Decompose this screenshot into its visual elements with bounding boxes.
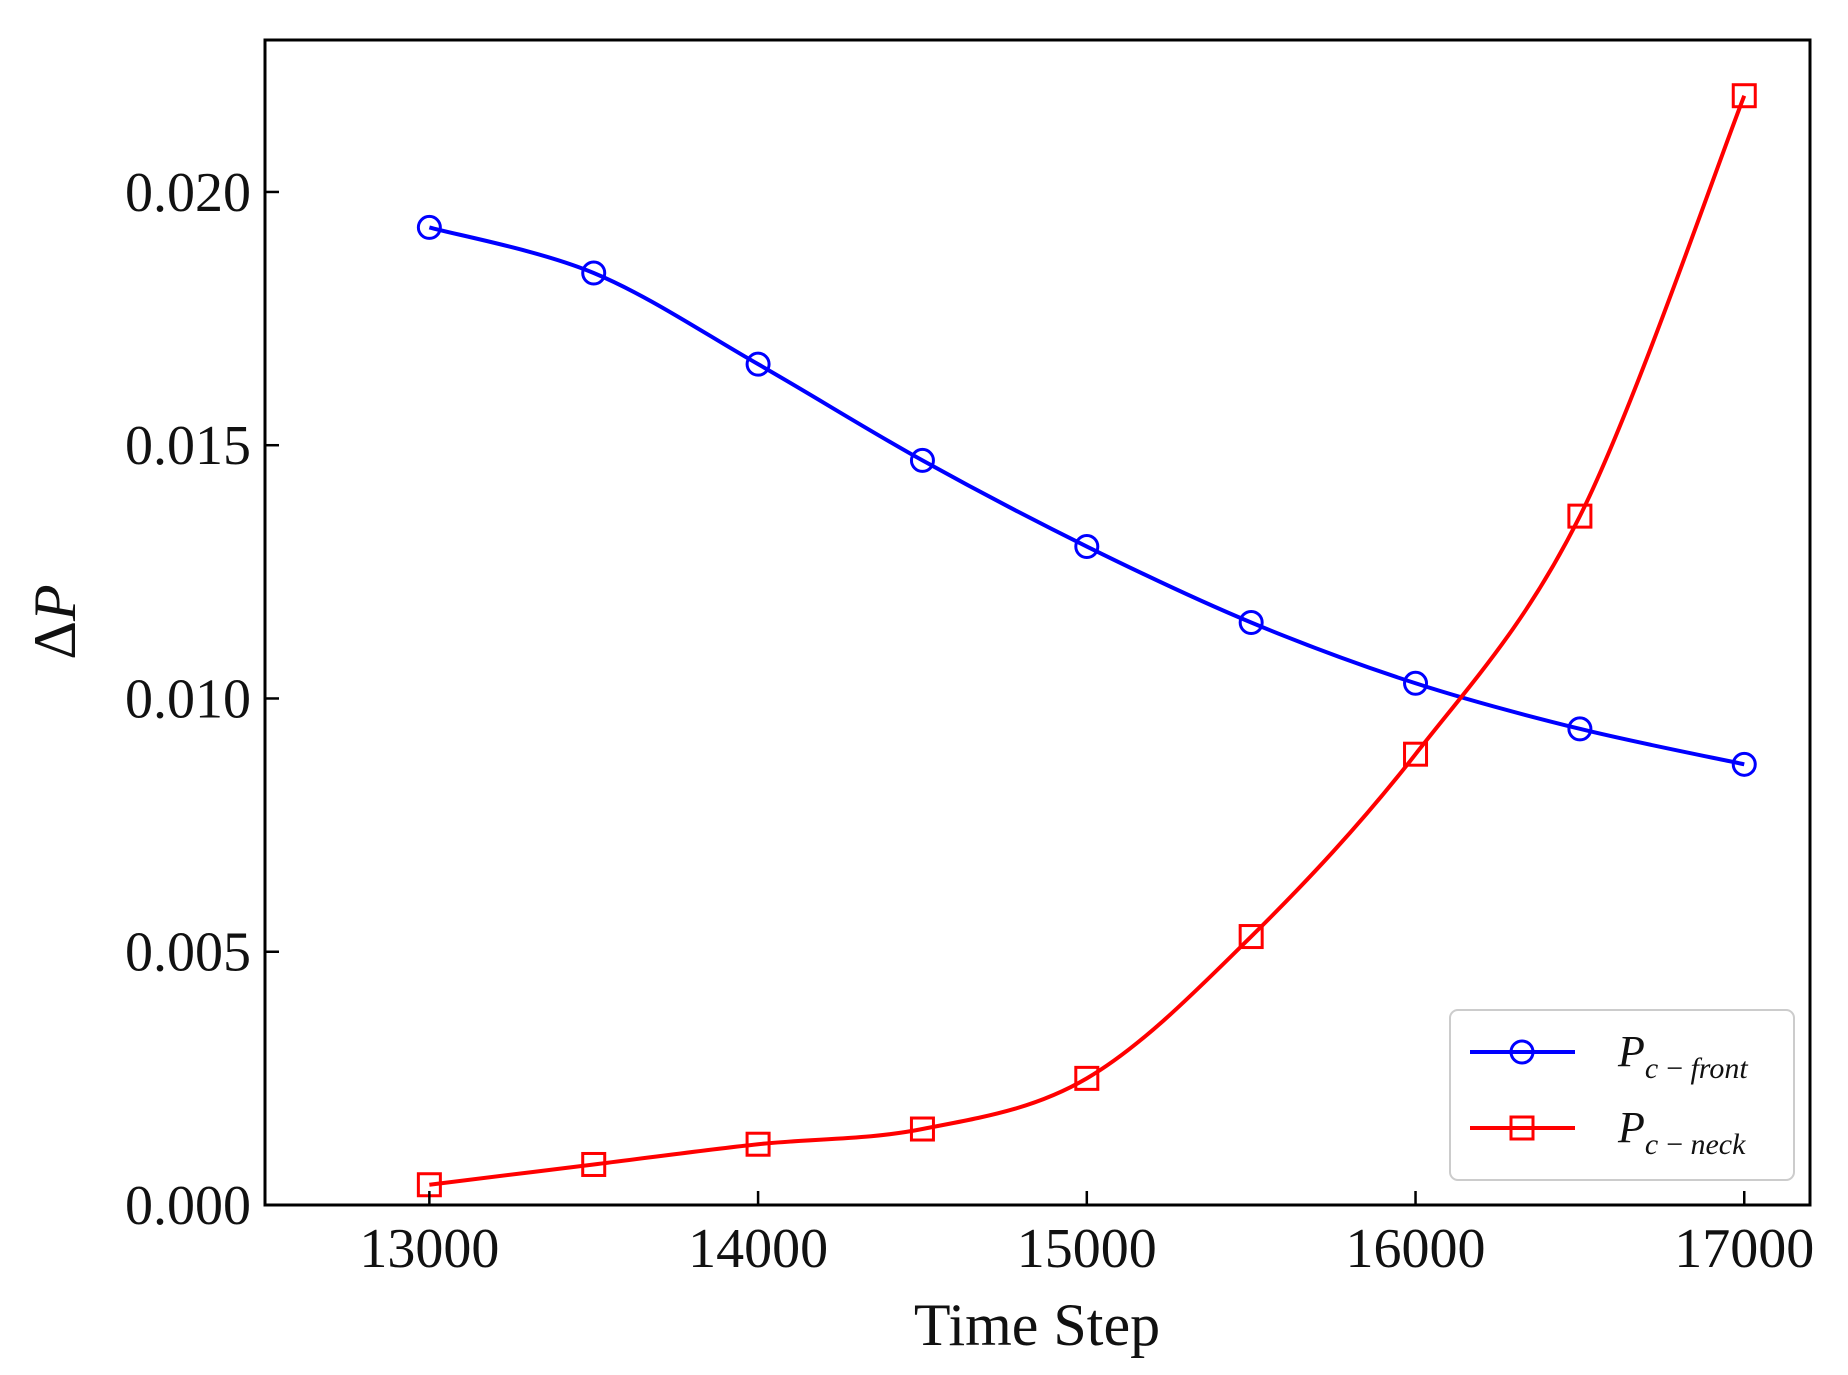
y-tick-label: 0.020: [125, 162, 251, 224]
legend-marker: [1509, 1115, 1535, 1141]
x-tick-label: 17000: [1674, 1218, 1814, 1280]
x-tick-label: 16000: [1346, 1218, 1486, 1280]
data-point-square: [909, 1116, 935, 1142]
legend-label-sub: c − neck: [1645, 1128, 1746, 1161]
series-layer: [416, 83, 1757, 1198]
data-point-circle: [745, 351, 771, 377]
legend-label: Pc − neck: [1617, 1103, 1746, 1161]
series-front: [416, 214, 1757, 777]
series-line: [429, 94, 1747, 1187]
legend-label-sub: c − front: [1645, 1052, 1748, 1085]
y-tick-label: 0.010: [125, 668, 251, 730]
y-axis-title-delta: Δ: [22, 621, 88, 660]
x-tick-label: 13000: [359, 1218, 499, 1280]
series-line: [428, 225, 1745, 767]
x-tick-label: 15000: [1017, 1218, 1157, 1280]
x-tick-label: 14000: [688, 1218, 828, 1280]
x-axis-title: Time Step: [914, 1292, 1160, 1358]
ticks-layer: 13000 14000 15000 16000 17000 0.000 0.005 0.010…: [125, 162, 1814, 1280]
y-tick-label: 0.015: [125, 415, 251, 477]
data-point-circle: [416, 214, 442, 240]
plot-frame: [263, 38, 1812, 1207]
y-tick-label: 0.005: [125, 922, 251, 984]
data-point-circle: [1567, 716, 1593, 742]
data-point-square: [1567, 503, 1593, 529]
y-axis-title-p: P: [22, 584, 88, 622]
data-point-circle: [909, 447, 935, 473]
legend-marker: [1509, 1039, 1535, 1065]
y-axis-title: ΔP: [22, 584, 88, 659]
series-neck: [416, 83, 1757, 1198]
data-point-circle: [1238, 610, 1264, 635]
data-point-circle: [581, 260, 607, 286]
data-point-square: [1731, 83, 1757, 109]
data-point-square: [1238, 924, 1264, 950]
data-point-square: [1403, 741, 1429, 767]
data-point-circle: [1074, 534, 1100, 560]
y-tick-label: 0.000: [125, 1175, 251, 1237]
legend-label-main: P: [1617, 1103, 1645, 1152]
data-point-square: [581, 1151, 607, 1177]
data-point-square: [1074, 1065, 1100, 1091]
data-point-square: [745, 1131, 771, 1157]
legend-label-main: P: [1617, 1027, 1645, 1076]
legend-label: Pc − front: [1617, 1027, 1748, 1085]
data-point-circle: [1403, 670, 1429, 696]
data-point-circle: [1731, 751, 1757, 777]
